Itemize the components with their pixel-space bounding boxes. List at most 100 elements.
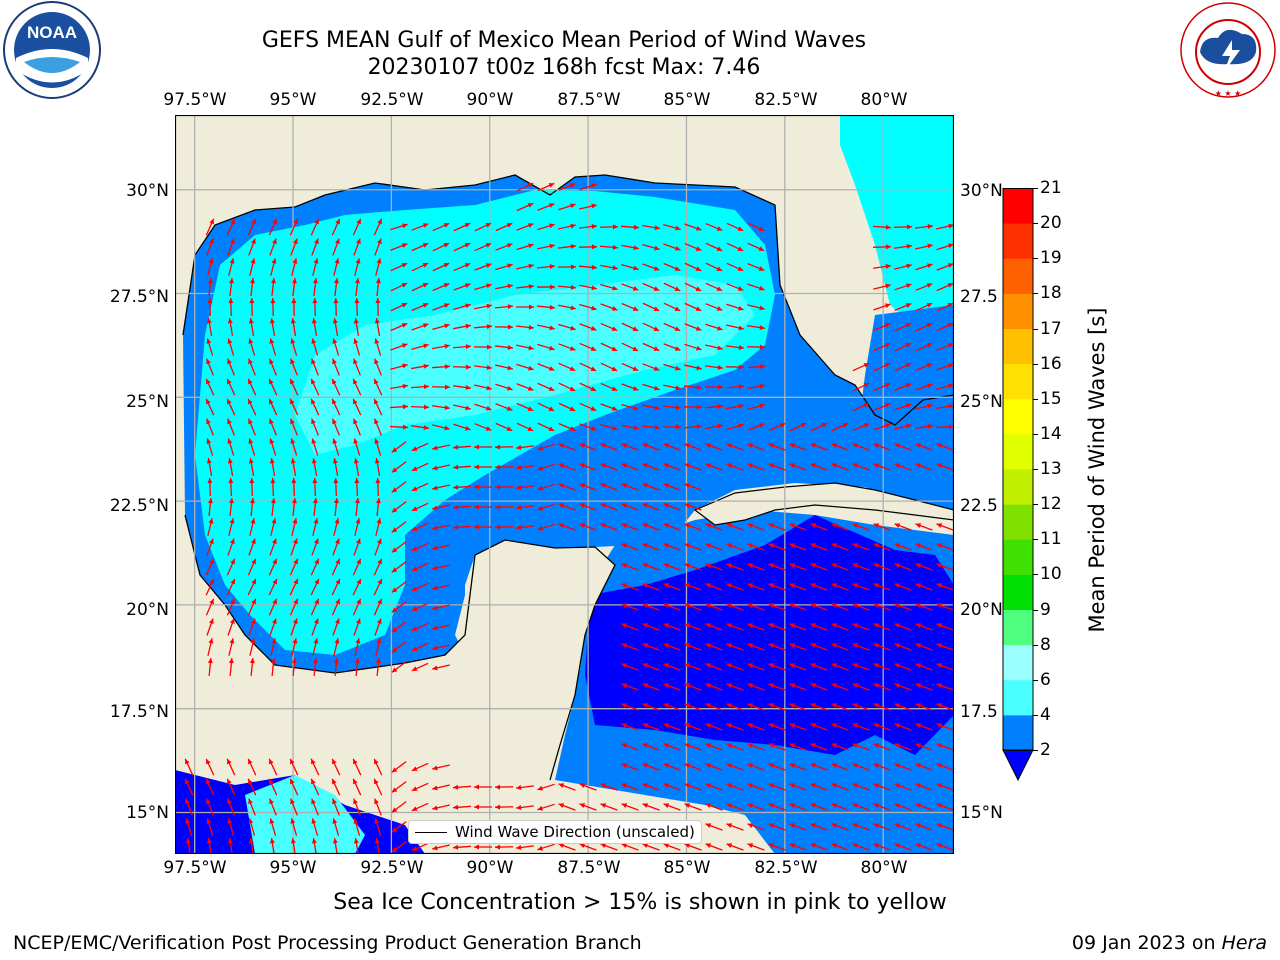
- wind-arrow: [789, 563, 807, 571]
- wind-arrow: [579, 783, 597, 791]
- wind-arrow: [310, 778, 320, 796]
- wind-arrow: [662, 404, 682, 410]
- wind-arrow: [852, 643, 870, 651]
- wind-arrow: [391, 601, 407, 613]
- wind-arrow: [936, 342, 954, 352]
- wind-arrow: [663, 224, 681, 231]
- wind-arrow: [206, 238, 214, 256]
- wind-arrow: [704, 404, 724, 410]
- wind-arrow: [936, 843, 954, 851]
- wind-arrow: [374, 458, 381, 476]
- wind-arrow: [663, 463, 681, 471]
- wind-arrow: [332, 458, 339, 476]
- wind-arrow: [747, 443, 765, 451]
- wind-arrow: [354, 277, 360, 297]
- wind-arrow: [936, 223, 954, 230]
- wind-arrow: [831, 703, 849, 711]
- wind-arrow: [684, 343, 702, 351]
- wind-arrow: [375, 258, 382, 276]
- wind-arrow: [516, 202, 534, 212]
- wind-arrow: [390, 363, 408, 370]
- wind-arrow: [311, 238, 319, 256]
- wind-arrow: [768, 803, 786, 811]
- wind-arrow: [768, 623, 786, 631]
- wind-arrow: [663, 723, 681, 731]
- wind-arrow: [915, 763, 933, 771]
- wind-arrow: [185, 798, 193, 816]
- wind-arrow: [852, 723, 870, 731]
- wind-arrow: [642, 302, 660, 312]
- lon-tick-bottom: 97.5°W: [163, 858, 227, 878]
- wind-arrow: [352, 558, 362, 576]
- wind-arrow: [662, 424, 682, 430]
- wind-arrow: [333, 477, 339, 497]
- wind-arrow: [915, 263, 933, 271]
- colorbar-tick-mark: [1033, 750, 1038, 751]
- wind-arrow: [227, 238, 235, 256]
- wind-arrow: [558, 402, 576, 412]
- wind-arrow: [726, 543, 744, 551]
- wind-arrow: [373, 398, 383, 416]
- wind-arrow: [579, 423, 597, 431]
- wind-arrow: [333, 497, 339, 517]
- wind-arrow: [558, 523, 576, 531]
- wind-arrow: [810, 543, 828, 551]
- wind-arrow: [411, 262, 429, 272]
- wind-arrow: [873, 823, 891, 831]
- wind-arrow: [558, 783, 576, 791]
- wind-arrow: [621, 703, 639, 711]
- wind-arrow: [873, 303, 891, 311]
- wind-arrow: [621, 424, 639, 431]
- colorbar-tick-mark: [1033, 258, 1038, 260]
- wind-arrow: [332, 238, 340, 256]
- map-legend: Wind Wave Direction (unscaled): [408, 820, 702, 844]
- colorbar-tick-label: 20: [1040, 213, 1062, 234]
- wind-arrow: [621, 443, 639, 451]
- wind-arrow: [684, 723, 702, 731]
- wind-arrow: [205, 398, 215, 416]
- wind-arrow: [768, 723, 786, 731]
- wind-arrow: [915, 243, 933, 250]
- wind-arrow: [374, 358, 382, 376]
- wind-arrow: [768, 583, 786, 591]
- wind-arrow: [663, 763, 681, 771]
- wind-arrow: [684, 683, 702, 691]
- colorbar-bin: [1003, 539, 1033, 575]
- wind-arrow: [248, 438, 256, 456]
- wind-arrow: [725, 384, 745, 390]
- wind-arrow: [289, 558, 299, 576]
- wind-arrow: [390, 262, 408, 272]
- wind-arrow: [936, 643, 954, 651]
- chart-subtitle: 20230107 t00z 168h fcst Max: 7.46: [367, 55, 761, 80]
- wind-arrow: [228, 477, 234, 497]
- wind-arrow: [473, 484, 493, 490]
- wind-arrow: [352, 758, 362, 776]
- wind-arrow: [684, 483, 702, 491]
- wind-arrow: [746, 344, 766, 350]
- wind-arrow: [600, 382, 618, 392]
- colorbar-tick-label: 17: [1040, 318, 1062, 339]
- wind-arrow: [852, 743, 870, 751]
- wind-arrow: [390, 243, 408, 251]
- wind-arrow: [536, 304, 556, 310]
- wind-arrow: [411, 542, 429, 552]
- wind-arrow: [747, 403, 765, 411]
- wind-arrow: [873, 443, 891, 451]
- wind-arrow: [516, 243, 534, 251]
- wind-arrow: [289, 758, 299, 776]
- colorbar-label: Mean Period of Wind Waves [s]: [1085, 307, 1109, 633]
- wind-arrow: [354, 638, 361, 656]
- colorbar-bin: [1003, 504, 1033, 540]
- wind-arrow: [705, 222, 723, 232]
- wind-arrow: [831, 763, 849, 771]
- wind-arrow: [684, 563, 702, 571]
- wind-arrow: [205, 758, 215, 776]
- wind-arrow: [411, 482, 429, 492]
- wind-arrow: [684, 443, 702, 451]
- wind-arrow: [536, 264, 556, 270]
- wind-arrow: [600, 783, 618, 791]
- wind-arrow: [411, 642, 429, 652]
- wind-arrow: [473, 464, 493, 470]
- colorbar-tick-label: 19: [1040, 248, 1062, 269]
- wind-arrow: [579, 402, 597, 412]
